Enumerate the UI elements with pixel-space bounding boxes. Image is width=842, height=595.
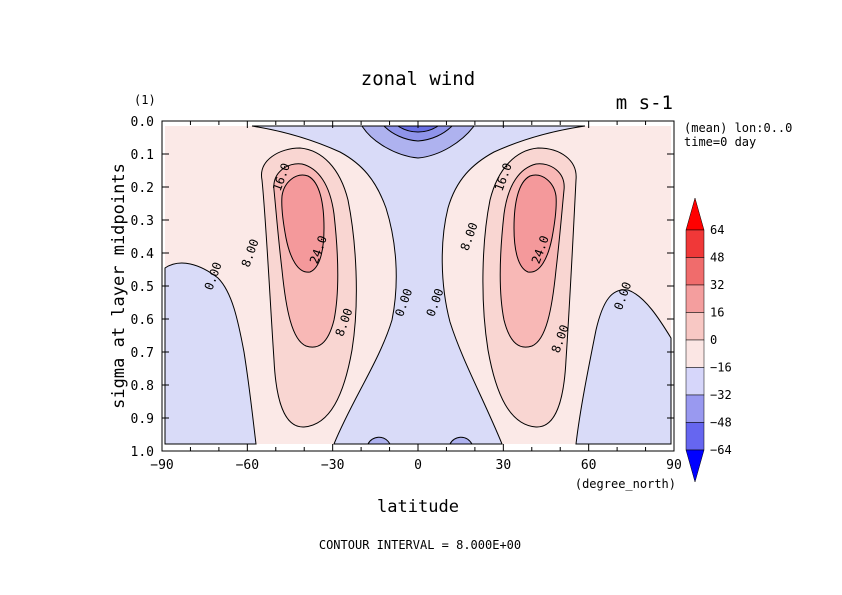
y-tick-label: 0.3 [131, 214, 154, 229]
negative-bump-left [367, 436, 391, 445]
colorbar-label: −32 [710, 388, 732, 402]
y-tick-label: 0.6 [131, 313, 154, 328]
x-tick-label: 30 [496, 458, 512, 473]
info-line-2: time=0 day [684, 135, 756, 149]
colorbar-segment [685, 257, 705, 286]
y-units-label: (1) [134, 93, 156, 107]
negative-core-top-inner [382, 125, 454, 142]
colorbar: 64 48 32 16 0 −16 −32 −48 −64 [685, 197, 732, 483]
y-axis-title: sigma at layer midpoints [109, 163, 129, 409]
colorbar-label: 32 [710, 278, 724, 292]
x-tick-label: 60 [581, 458, 597, 473]
colorbar-label: 0 [710, 333, 717, 347]
y-tick-label: 1.0 [131, 445, 154, 460]
contour-interval-text: CONTOUR INTERVAL = 8.000E+00 [319, 538, 521, 552]
y-tick-label: 0.2 [131, 181, 154, 196]
info-line-1: (mean) lon:0..0 [684, 121, 792, 135]
colorbar-label: −48 [710, 416, 732, 430]
colorbar-label: 16 [710, 306, 724, 320]
colorbar-segment [685, 284, 705, 313]
plot-area: 16.024.08.008.000.000.00 0.0016.024.08.00… [161, 120, 675, 452]
colorbar-triangle-top [685, 197, 705, 231]
x-tick-label: 90 [666, 458, 682, 473]
y-tick-label: 0.9 [131, 412, 154, 427]
units-label: m s-1 [616, 92, 673, 114]
y-tick-label: 0.1 [131, 148, 154, 163]
colorbar-segment [685, 367, 705, 396]
x-tick-label: 0 [414, 458, 422, 473]
colorbar-label: −16 [710, 361, 732, 375]
chart-title: zonal wind [361, 68, 475, 90]
colorbar-segment [685, 312, 705, 341]
x-axis-title: latitude [377, 497, 459, 517]
x-units-label: (degree_north) [575, 477, 676, 491]
y-tick-label: 0.0 [131, 115, 154, 130]
colorbar-segment [685, 422, 705, 451]
x-tick-label: −60 [236, 458, 259, 473]
y-tick-label: 0.4 [131, 247, 155, 262]
colorbar-segment [685, 394, 705, 423]
x-tick-label: −30 [321, 458, 344, 473]
colorbar-triangle-bottom [685, 449, 705, 483]
negative-region-center [251, 125, 586, 445]
negative-core-top-innermost [396, 125, 440, 133]
y-tick-label: 0.8 [131, 379, 154, 394]
negative-core-top [361, 125, 476, 159]
colorbar-label: 48 [710, 251, 724, 265]
colorbar-label: 64 [710, 223, 724, 237]
colorbar-label: −64 [710, 443, 732, 457]
y-axis: 0.0 0.1 0.2 0.3 0.4 0.5 0.6 0.7 0.8 0.9 1.0 [131, 115, 674, 460]
negative-region-south [164, 262, 257, 445]
negative-bump-right [449, 436, 473, 445]
contour-24-south [281, 174, 325, 273]
negative-region-north [575, 289, 672, 445]
y-tick-label: 0.7 [131, 346, 154, 361]
colorbar-segment [685, 229, 705, 258]
colorbar-segment [685, 339, 705, 368]
y-tick-label: 0.5 [131, 280, 154, 295]
x-axis: −90 −60 −30 0 30 60 90 [150, 121, 682, 473]
x-tick-label: −90 [150, 458, 173, 473]
contour-24-north [513, 174, 557, 273]
